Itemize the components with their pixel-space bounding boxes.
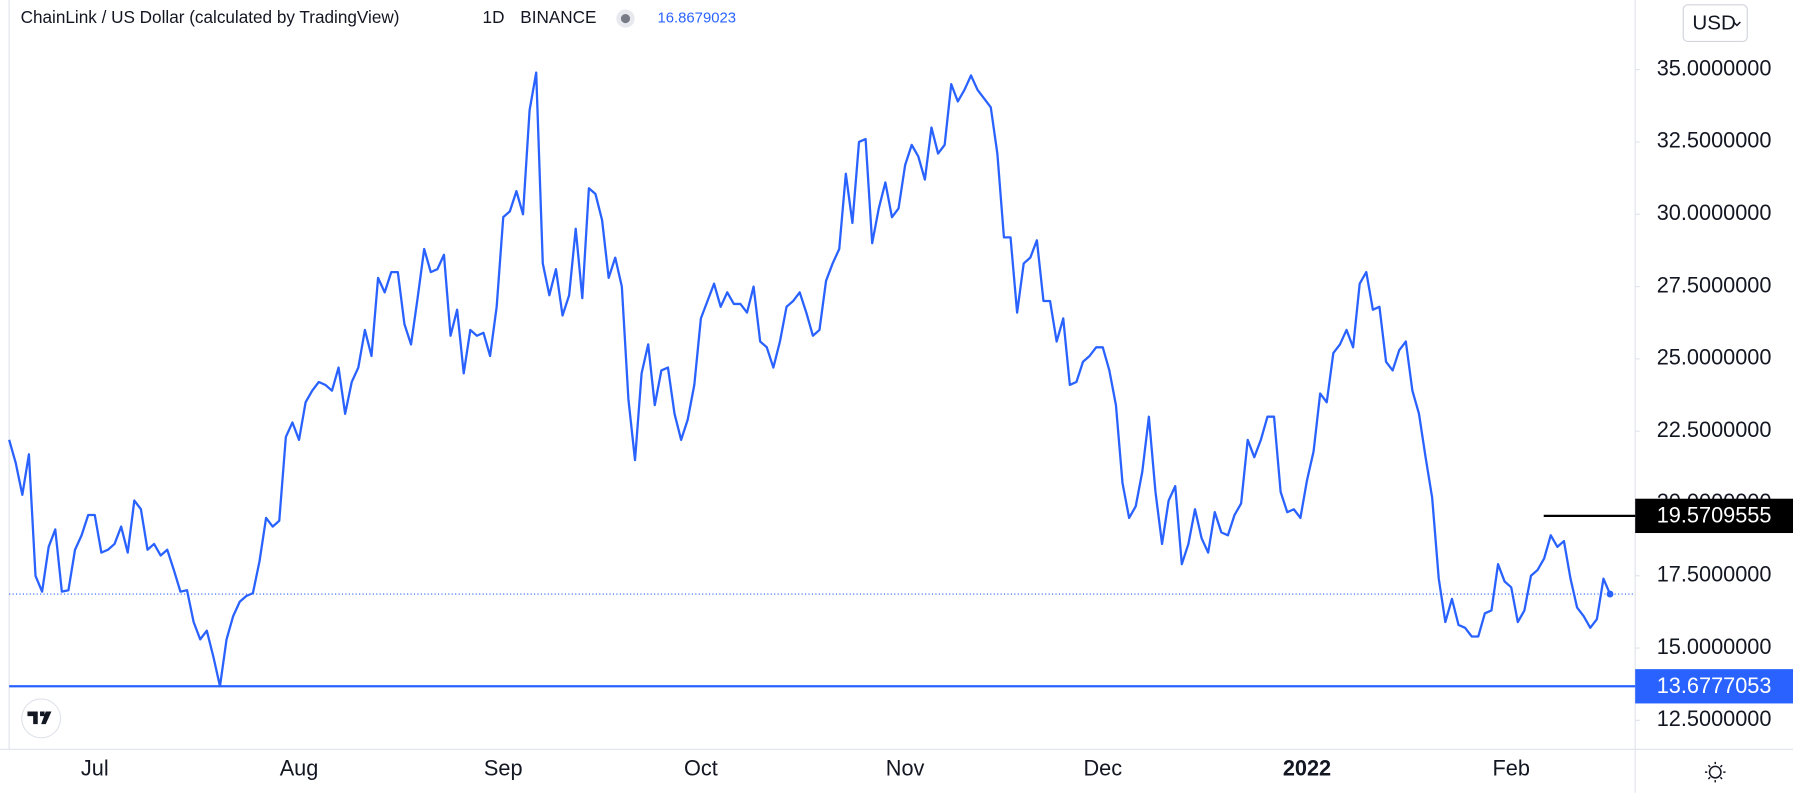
price-badge [1635, 498, 1793, 534]
price-badge-label: 13.6777053 [1657, 673, 1772, 698]
x-tick-label: Oct [684, 756, 718, 781]
y-tick-label: 17.5000000 [1657, 561, 1772, 586]
tv-logo-circle[interactable] [21, 698, 62, 739]
y-tick-label: 22.5000000 [1657, 417, 1772, 442]
settings-icon[interactable] [1704, 761, 1726, 783]
y-tick-label: 15.0000000 [1657, 634, 1772, 659]
y-tick-label: 25.0000000 [1657, 345, 1772, 370]
settings-icon-rays[interactable] [1704, 761, 1726, 783]
x-tick-label: Nov [886, 756, 925, 781]
tv-logo[interactable] [21, 698, 62, 739]
currency[interactable]: USD [1692, 12, 1735, 35]
y-tick-label: 32.5000000 [1657, 128, 1772, 153]
status-dot [620, 14, 631, 24]
currency-button-frame[interactable] [1682, 4, 1748, 43]
x-tick-label: Sep [484, 756, 523, 781]
price-badge-label: 19.5709555 [1657, 503, 1772, 528]
currency-button[interactable]: USD [1682, 4, 1748, 43]
y-tick-label: 12.5000000 [1657, 706, 1772, 731]
x-tick-label: 2022 [1283, 756, 1331, 781]
y-tick-label: 27.5000000 [1657, 272, 1772, 297]
price-badge [1635, 669, 1793, 704]
x-tick-label: Dec [1083, 756, 1122, 781]
last-point [1606, 590, 1614, 598]
last-price: 16.8679023 [658, 10, 737, 26]
settings-icon-core[interactable] [1708, 765, 1722, 779]
y-tick-label: 30.0000000 [1657, 200, 1772, 225]
x-tick-label: Aug [280, 756, 319, 781]
exchange: BINANCE [520, 7, 596, 27]
tv-logo-mark[interactable] [27, 711, 52, 725]
interval[interactable]: 1D [483, 7, 505, 27]
symbol-title: ChainLink / US Dollar (calculated by Tra… [21, 7, 400, 27]
x-tick-label: Feb [1493, 756, 1530, 781]
y-tick-label: 35.0000000 [1657, 55, 1772, 80]
price-line [8, 71, 1612, 688]
x-tick-label: Jul [81, 756, 109, 781]
currency-caret[interactable] [1733, 21, 1741, 27]
